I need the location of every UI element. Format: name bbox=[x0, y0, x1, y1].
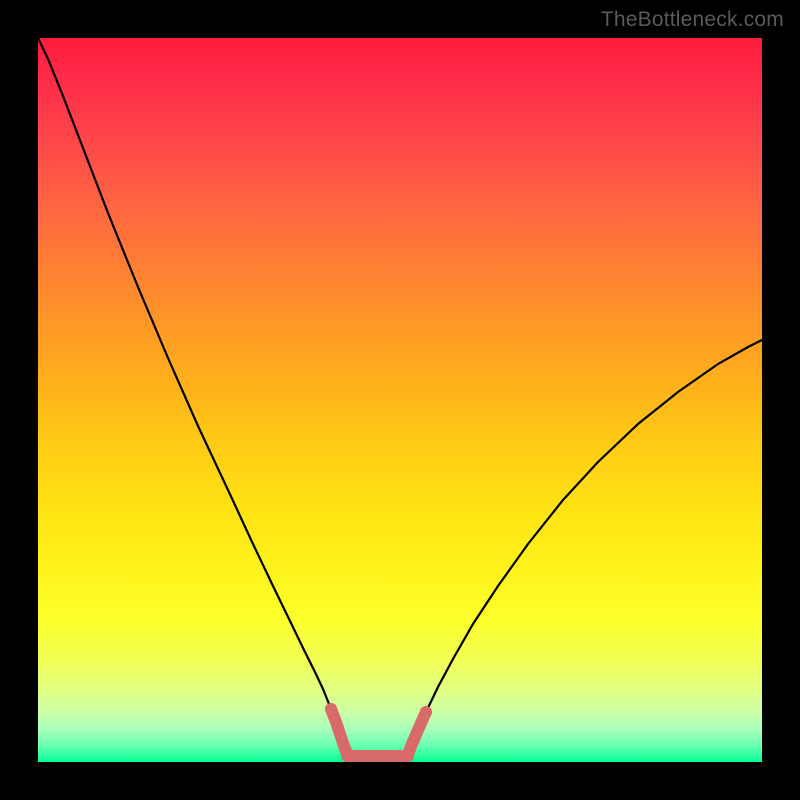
trough-right-segment bbox=[408, 712, 426, 754]
plot-area bbox=[38, 38, 762, 762]
trough-dot-left bbox=[325, 703, 337, 715]
trough-left-segment bbox=[331, 709, 347, 754]
watermark-text: TheBottleneck.com bbox=[601, 8, 784, 32]
outer-frame: TheBottleneck.com bbox=[0, 0, 800, 800]
trough-dot-right bbox=[420, 706, 432, 718]
right-curve bbox=[408, 340, 762, 754]
left-curve bbox=[38, 38, 347, 754]
curves-layer bbox=[38, 38, 762, 762]
